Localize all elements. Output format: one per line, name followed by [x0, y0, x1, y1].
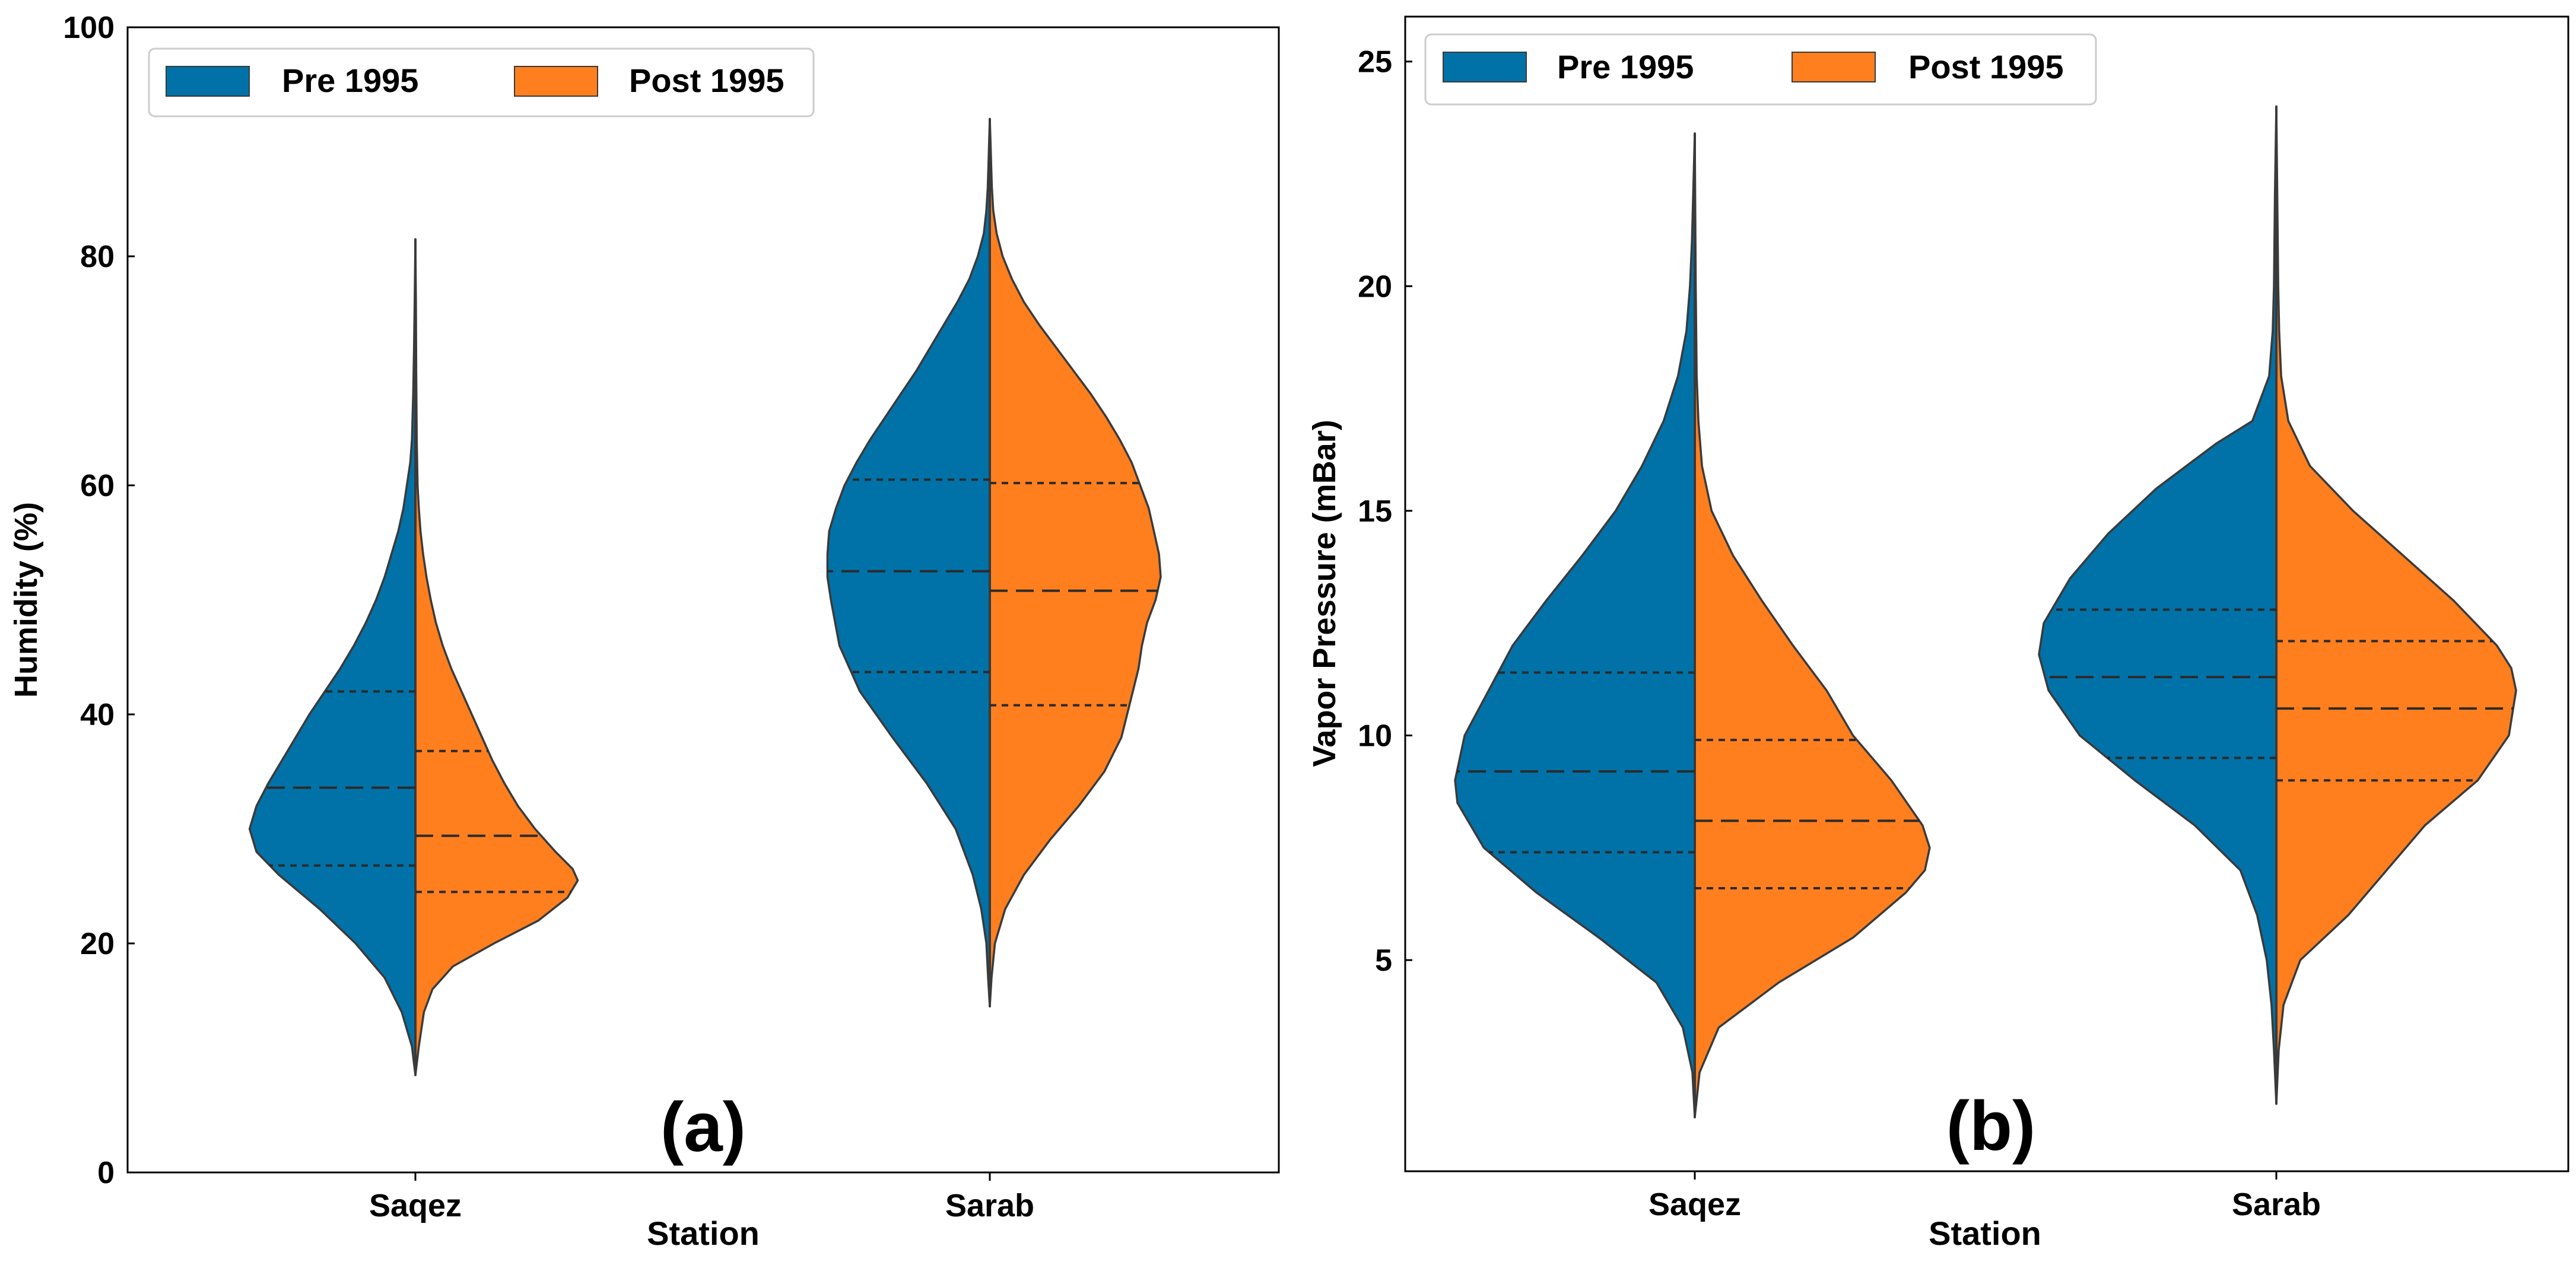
violin-pre-1995-sarab — [2038, 105, 2278, 1105]
y-tick-label: 100 — [63, 11, 115, 45]
x-tick-label-sarab: Sarab — [2232, 1187, 2321, 1222]
legend-humidity: Pre 1995 Post 1995 — [148, 47, 815, 117]
legend-frame — [148, 47, 815, 117]
legend-label-post-1995: Post 1995 — [629, 62, 784, 99]
panel-a: 0 20 40 60 80 100 Saqez Sarab Humidity (%) Sta… — [8, 11, 1280, 1252]
y-tick-label: 20 — [1358, 269, 1392, 304]
y-axis-label-humidity: Humidity (%) — [8, 502, 44, 698]
panel-b: 5 10 15 20 25 Saqez Sarab Vapor Pressure (mBa… — [1307, 15, 2569, 1252]
x-axis-label-humidity: Station — [647, 1215, 760, 1252]
y-ticks-humidity: 0 20 40 60 80 100 — [63, 11, 135, 1190]
y-tick-label: 80 — [80, 240, 115, 274]
violin-pre-1995-saqez — [1454, 132, 1696, 1118]
violin-pre-1995-saqez — [248, 238, 417, 1076]
y-tick-label: 25 — [1358, 45, 1392, 80]
violin-pre-1995-sarab — [826, 117, 991, 1007]
x-ticks-humidity: Saqez Sarab — [369, 1172, 1034, 1223]
panel-label-a: (a) — [660, 1088, 746, 1167]
x-axis-label-vapor-pressure: Station — [1929, 1215, 2041, 1252]
legend-frame — [1424, 33, 2097, 106]
legend-swatch-pre-1995 — [166, 66, 250, 97]
y-tick-label: 10 — [1358, 719, 1392, 754]
legend-label-pre-1995: Pre 1995 — [1557, 48, 1694, 85]
legend-swatch-post-1995 — [1792, 52, 1876, 82]
x-tick-label-saqez: Saqez — [369, 1188, 462, 1223]
y-tick-label: 5 — [1375, 943, 1392, 978]
y-tick-label: 0 — [97, 1156, 115, 1190]
violin-post-1995-saqez — [414, 238, 579, 1076]
x-ticks-vapor-pressure: Saqez Sarab — [1648, 1171, 2321, 1222]
y-axis-label-vapor-pressure: Vapor Pressure (mBar) — [1307, 419, 1342, 767]
x-tick-label-sarab: Sarab — [945, 1188, 1034, 1223]
plot-frame-a — [126, 26, 1280, 1174]
y-tick-label: 60 — [80, 469, 115, 503]
y-tick-label: 40 — [80, 698, 115, 732]
legend-label-post-1995: Post 1995 — [1908, 48, 2064, 85]
legend-swatch-post-1995 — [514, 66, 598, 97]
legend-swatch-pre-1995 — [1443, 52, 1527, 82]
violins-humidity — [248, 117, 1162, 1076]
violin-post-1995-saqez — [1694, 132, 1931, 1118]
legend-vapor-pressure: Pre 1995 Post 1995 — [1424, 33, 2097, 106]
legend-label-pre-1995: Pre 1995 — [282, 62, 418, 99]
y-tick-label: 15 — [1358, 494, 1392, 529]
y-tick-label: 20 — [80, 927, 115, 961]
violins-vapor-pressure — [1454, 105, 2517, 1118]
panel-label-b: (b) — [1946, 1087, 2036, 1165]
quartile-lines-vapor-pressure — [1457, 608, 2514, 889]
quartile-lines-humidity — [266, 478, 1158, 894]
x-tick-label-saqez: Saqez — [1648, 1187, 1741, 1222]
y-ticks-vapor-pressure: 5 10 15 20 25 — [1358, 45, 1412, 978]
violin-post-1995-sarab — [989, 117, 1162, 1007]
violin-post-1995-sarab — [2275, 105, 2517, 1105]
plot-frame-b — [1404, 15, 2569, 1172]
